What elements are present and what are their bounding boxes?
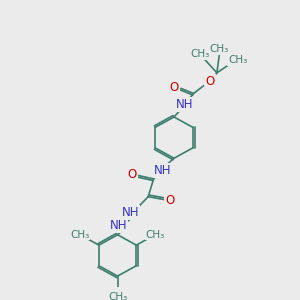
Text: O: O — [128, 168, 136, 181]
Text: O: O — [165, 194, 174, 207]
Text: CH₃: CH₃ — [210, 44, 229, 54]
Text: CH₃: CH₃ — [146, 230, 165, 240]
Text: NH: NH — [154, 164, 171, 177]
Text: O: O — [169, 81, 178, 94]
Text: NH: NH — [122, 206, 139, 219]
Text: NH: NH — [176, 98, 193, 111]
Text: CH₃: CH₃ — [70, 230, 90, 240]
Text: CH₃: CH₃ — [228, 55, 248, 65]
Text: NH: NH — [110, 219, 128, 232]
Text: O: O — [206, 75, 214, 88]
Text: CH₃: CH₃ — [108, 292, 127, 300]
Text: CH₃: CH₃ — [191, 49, 210, 59]
